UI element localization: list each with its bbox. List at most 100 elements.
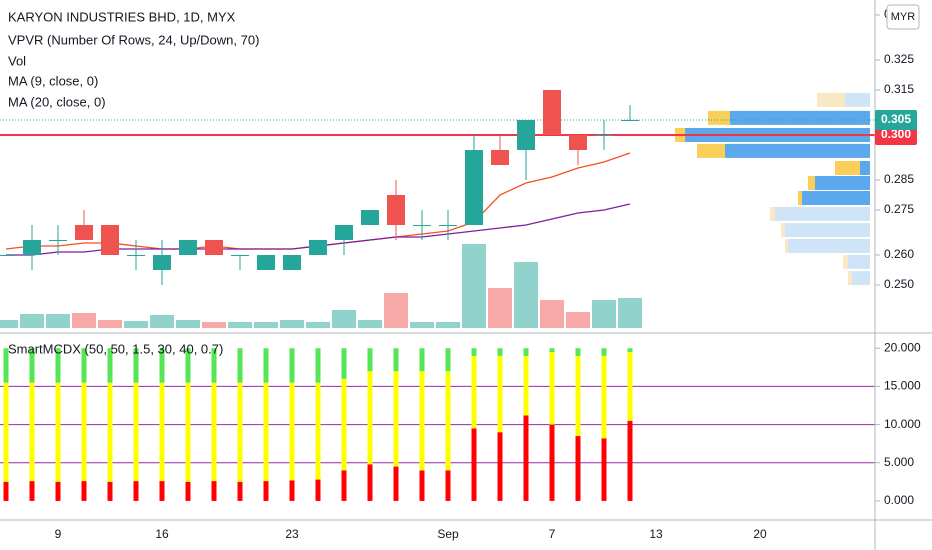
- x-tick-label: Sep: [437, 527, 459, 541]
- indicator-bar: [601, 348, 607, 356]
- indicator-bar: [107, 382, 113, 482]
- indicator-bar: [263, 481, 269, 501]
- x-tick-label: 9: [55, 527, 62, 541]
- y-tick-label: 0.250: [884, 277, 914, 291]
- indicator-bar: [419, 348, 425, 372]
- y-tick-label: 15.000: [884, 379, 921, 393]
- indicator-bar: [341, 348, 347, 379]
- candle-body: [101, 225, 119, 255]
- volume-bar: [488, 288, 512, 328]
- price-label-box: [875, 110, 917, 130]
- x-tick-label: 16: [155, 527, 169, 541]
- volume-bar: [72, 313, 96, 328]
- y-tick-label: 5.000: [884, 455, 914, 469]
- indicator-bar: [315, 348, 321, 383]
- plot-area: [0, 90, 875, 501]
- indicator-bar: [55, 481, 61, 501]
- candle-body: [621, 120, 639, 121]
- y-tick-label: 10.000: [884, 417, 921, 431]
- candle-body: [283, 255, 301, 270]
- vpvr-down: [781, 223, 785, 238]
- indicator-bar: [393, 348, 399, 372]
- indicator-bar: [523, 355, 529, 416]
- candle-body: [595, 135, 613, 136]
- indicator-bar: [445, 371, 451, 471]
- vpvr-up: [848, 254, 870, 269]
- volume-bar: [358, 320, 382, 328]
- volume-bar: [306, 322, 330, 328]
- candle-body: [231, 255, 249, 256]
- candle-body: [465, 150, 483, 225]
- indicator-bar: [185, 481, 191, 501]
- vpvr-up: [730, 110, 870, 125]
- indicator-bar: [523, 415, 529, 501]
- volume-bar: [410, 322, 434, 328]
- indicator-bar: [159, 481, 165, 501]
- indicator-name: SmartMCDX (50, 50, 1.5, 30, 40, 0.7): [8, 341, 223, 356]
- indicator-bar: [185, 382, 191, 482]
- indicator-bar: [497, 348, 503, 356]
- indicator-bar: [107, 481, 113, 501]
- indicator-bar: [159, 348, 165, 383]
- indicator-bar: [627, 348, 633, 353]
- indicator-bar: [497, 432, 503, 501]
- candle-body: [179, 240, 197, 255]
- vpvr-down: [848, 271, 852, 286]
- legend-entry: MA (20, close, 0): [8, 94, 106, 109]
- indicator-bar: [185, 348, 191, 383]
- indicator-bar: [575, 348, 581, 356]
- x-tick-label: 20: [753, 527, 767, 541]
- candle-body: [517, 120, 535, 150]
- volume-bar: [228, 322, 252, 328]
- legend-entry: MA (9, close, 0): [8, 73, 98, 88]
- x-tick-label: 7: [549, 527, 556, 541]
- candle-body: [387, 195, 405, 225]
- indicator-bar: [419, 470, 425, 501]
- x-tick-label: 23: [285, 527, 299, 541]
- volume-bar: [384, 293, 408, 328]
- indicator-bar: [367, 348, 373, 372]
- vpvr-down: [785, 239, 788, 253]
- indicator-bar: [367, 464, 373, 501]
- y-tick-label: 0.275: [884, 202, 914, 216]
- vpvr-up: [785, 223, 870, 238]
- indicator-bar: [55, 382, 61, 482]
- volume-bar: [462, 244, 486, 328]
- vpvr-up: [845, 92, 870, 107]
- candle-body: [543, 90, 561, 135]
- currency-box[interactable]: [886, 4, 920, 30]
- y-tick-label: 0.285: [884, 172, 914, 186]
- indicator-bar: [237, 382, 243, 482]
- volume-bar: [332, 310, 356, 328]
- indicator-bar: [289, 348, 295, 383]
- indicator-bar: [549, 424, 555, 501]
- volume-bar: [176, 320, 200, 328]
- volume-bar: [436, 322, 460, 328]
- legend-entry: VPVR (Number Of Rows, 24, Up/Down, 70): [8, 32, 259, 47]
- volume-bar: [540, 300, 564, 328]
- indicator-bar: [29, 348, 35, 383]
- volume-bar: [150, 315, 174, 328]
- chart-title: KARYON INDUSTRIES BHD, 1D, MYX: [8, 9, 236, 24]
- indicator-bar: [211, 481, 217, 501]
- indicator-bar: [471, 428, 477, 501]
- vpvr-down: [835, 161, 860, 175]
- vpvr-down: [808, 176, 815, 190]
- candle-body: [257, 255, 275, 270]
- candle-body: [413, 225, 431, 226]
- volume-bar: [514, 262, 538, 328]
- candle-body: [205, 240, 223, 255]
- indicator-bar: [315, 479, 321, 501]
- vpvr-up: [815, 176, 870, 190]
- volume-bar: [46, 314, 70, 328]
- candle-body: [49, 240, 67, 241]
- indicator-bar: [393, 371, 399, 467]
- volume-bar: [566, 312, 590, 328]
- indicator-bar: [81, 348, 87, 383]
- indicator-bar: [81, 382, 87, 482]
- indicator-bar: [341, 470, 347, 501]
- indicator-bar: [627, 420, 633, 501]
- indicator-bar: [471, 348, 477, 356]
- indicator-bar: [367, 371, 373, 465]
